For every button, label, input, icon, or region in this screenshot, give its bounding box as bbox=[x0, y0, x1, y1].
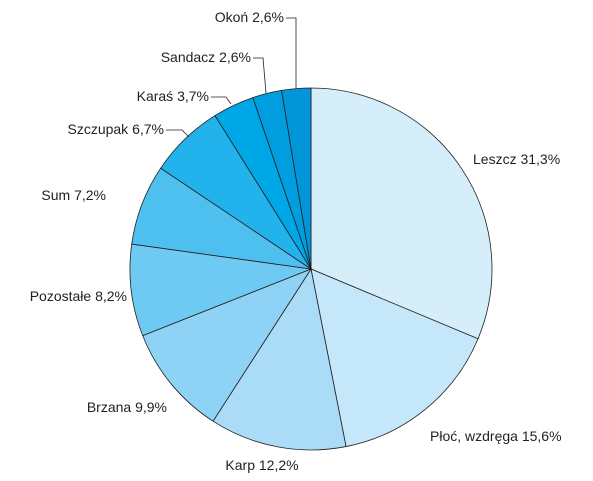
leader-line bbox=[286, 17, 297, 89]
pie-slice bbox=[310, 268, 479, 448]
value-label: 2,6% bbox=[252, 9, 284, 25]
slice-label: Leszcz 31,3% bbox=[473, 151, 560, 167]
category-label: Okoń bbox=[215, 9, 248, 25]
value-label: 6,7% bbox=[132, 121, 164, 137]
category-label: Sandacz bbox=[161, 49, 215, 65]
slice-label: Karaś 3,7% bbox=[137, 88, 209, 104]
value-label: 15,6% bbox=[522, 428, 562, 444]
value-label: 12,2% bbox=[259, 457, 299, 473]
category-label: Karaś bbox=[137, 88, 174, 104]
value-label: 8,2% bbox=[95, 288, 127, 304]
value-label: 31,3% bbox=[520, 151, 560, 167]
leader-line bbox=[211, 96, 232, 105]
value-label: 9,9% bbox=[135, 399, 167, 415]
leader-line bbox=[166, 129, 190, 138]
pie-slice bbox=[129, 243, 313, 337]
pie-slice bbox=[310, 87, 493, 340]
slice-label: Płoć, wzdręga 15,6% bbox=[430, 428, 562, 444]
category-label: Karp bbox=[225, 457, 255, 473]
slice-label: Karp 12,2% bbox=[225, 457, 298, 473]
slice-label: Pozostałe 8,2% bbox=[30, 288, 127, 304]
category-label: Pozostałe bbox=[30, 288, 92, 304]
value-label: 3,7% bbox=[177, 88, 209, 104]
slice-label: Okoń 2,6% bbox=[215, 9, 284, 25]
pie-slice bbox=[212, 267, 347, 451]
category-label: Płoć, wzdręga bbox=[430, 428, 518, 444]
value-label: 2,6% bbox=[219, 49, 251, 65]
leader-line bbox=[253, 57, 267, 94]
category-label: Sum bbox=[41, 187, 70, 203]
slice-label: Sandacz 2,6% bbox=[161, 49, 251, 65]
category-label: Brzana bbox=[87, 399, 132, 415]
slice-label: Sum 7,2% bbox=[41, 187, 106, 203]
category-label: Leszcz bbox=[473, 151, 517, 167]
slice-label: Szczupak 6,7% bbox=[67, 121, 164, 137]
category-label: Szczupak bbox=[67, 121, 129, 137]
slice-label: Brzana 9,9% bbox=[87, 399, 167, 415]
pie-slice bbox=[142, 268, 313, 422]
value-label: 7,2% bbox=[74, 187, 106, 203]
